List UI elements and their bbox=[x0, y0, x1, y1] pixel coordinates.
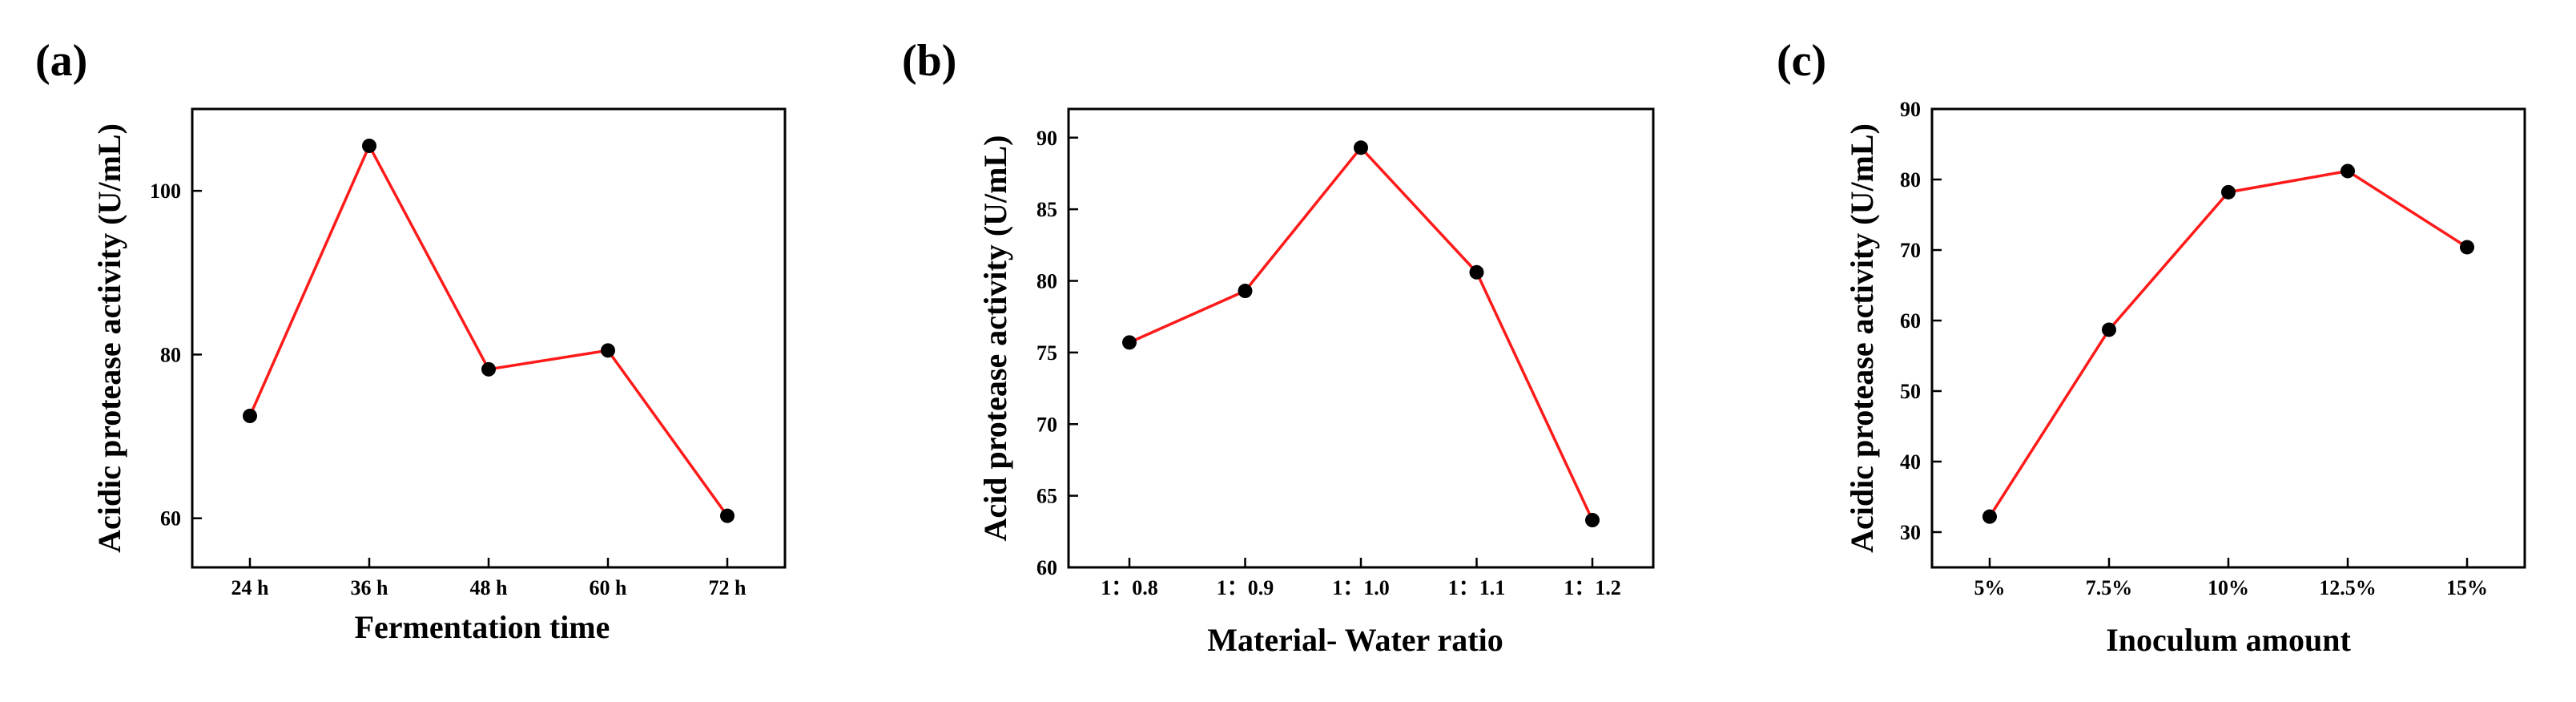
panel-a-xtick-label: 24 h bbox=[231, 576, 270, 599]
panel-a-yticks: 60 80 100 bbox=[150, 180, 202, 531]
panel-b-data-point bbox=[1469, 264, 1484, 280]
panel-c-ytick-label: 80 bbox=[1900, 168, 1921, 192]
panel-b-series-line bbox=[1129, 145, 1594, 521]
panel-c-data-point bbox=[2221, 184, 2236, 200]
panel-b-data-point bbox=[1354, 140, 1368, 155]
panel-c-data-point bbox=[2102, 322, 2116, 337]
panel-a-xtick-label: 36 h bbox=[351, 576, 389, 599]
panel-c-data-point bbox=[2341, 163, 2355, 179]
panel-b-ytick-label: 80 bbox=[1036, 270, 1057, 293]
panel-c-label: (c) bbox=[1777, 36, 1826, 86]
panel-a-data-point bbox=[601, 343, 615, 358]
panel-a-markers bbox=[243, 138, 735, 523]
panel-b-yticks: 60 65 70 75 80 85 90 bbox=[1036, 127, 1078, 579]
panel-c-frame bbox=[1930, 107, 2526, 569]
panel-c-ytick-label: 60 bbox=[1900, 309, 1921, 333]
panel-b-ytick-label: 90 bbox=[1036, 127, 1057, 150]
panel-a: (a) 60 80 100 24 h 36 h 48 h 60 h 72 h Ferment… bbox=[35, 36, 787, 645]
panel-a-xtick-label: 60 h bbox=[590, 576, 628, 599]
panel-c-y-axis-title: Acidic protease activity (U/mL) bbox=[1844, 123, 1880, 553]
panel-a-xticks: 24 h 36 h 48 h 60 h 72 h bbox=[231, 558, 747, 599]
panel-a-xtick-label: 48 h bbox=[470, 576, 509, 599]
panel-b-ytick-label: 85 bbox=[1036, 198, 1057, 221]
panel-b-xtick-label: 1：1.0 bbox=[1332, 576, 1390, 599]
panel-a-x-axis-title: Fermentation time bbox=[355, 609, 610, 645]
panel-b-data-point bbox=[1238, 284, 1253, 299]
panel-c-data-point bbox=[2460, 240, 2474, 255]
panel-c-ytick-label: 50 bbox=[1900, 380, 1921, 403]
panel-a-data-point bbox=[481, 361, 496, 377]
panel-c: (c) 30 40 50 60 70 80 90 5% 7.5% 10% 12.5% 15% Ino… bbox=[1777, 36, 2526, 658]
panel-c-xticks: 5% 7.5% 10% 12.5% 15% bbox=[1974, 558, 2488, 599]
panel-b-y-axis-title: Acid protease activity (U/mL) bbox=[977, 135, 1013, 542]
panel-a-series-line bbox=[248, 142, 729, 517]
panel-c-data-point bbox=[1982, 509, 1997, 524]
panel-c-xtick-label: 15% bbox=[2446, 576, 2488, 599]
panel-b-ytick-label: 65 bbox=[1036, 485, 1057, 508]
panel-b-data-point bbox=[1585, 513, 1600, 528]
panel-b-label: (b) bbox=[902, 36, 956, 86]
panel-a-data-point bbox=[362, 138, 376, 153]
panel-b-x-axis-title: Material- Water ratio bbox=[1207, 622, 1503, 658]
panel-c-xtick-label: 5% bbox=[1974, 576, 2006, 599]
panel-c-xtick-label: 12.5% bbox=[2319, 576, 2377, 599]
panel-a-data-point bbox=[720, 508, 735, 523]
panel-b-xticks: 1：0.8 1：0.9 1：1.0 1：1.1 1：1.2 bbox=[1101, 558, 1621, 599]
panel-c-ytick-label: 70 bbox=[1900, 239, 1921, 262]
panel-c-xtick-label: 7.5% bbox=[2086, 576, 2133, 599]
panel-c-markers bbox=[1982, 163, 2474, 524]
panel-a-frame bbox=[191, 107, 787, 569]
panel-a-y-axis-title: Acidic protease activity (U/mL) bbox=[91, 123, 127, 553]
panel-b-markers bbox=[1122, 140, 1600, 528]
panel-a-label: (a) bbox=[35, 36, 87, 86]
panel-b-ytick-label: 70 bbox=[1036, 413, 1057, 436]
panel-b-ytick-label: 60 bbox=[1036, 556, 1057, 579]
panel-c-ytick-label: 90 bbox=[1900, 98, 1921, 121]
panel-c-xtick-label: 10% bbox=[2208, 576, 2249, 599]
panel-a-ytick-label: 60 bbox=[160, 507, 181, 531]
panel-a-xtick-label: 72 h bbox=[709, 576, 747, 599]
panel-c-ytick-label: 40 bbox=[1900, 450, 1921, 474]
panel-b-frame bbox=[1067, 107, 1655, 569]
panel-b-xtick-label: 1：0.9 bbox=[1217, 576, 1274, 599]
panel-b-ytick-label: 75 bbox=[1036, 341, 1057, 365]
panel-c-x-axis-title: Inoculum amount bbox=[2106, 622, 2351, 658]
panel-b-xtick-label: 1：0.8 bbox=[1101, 576, 1158, 599]
panel-a-data-point bbox=[243, 409, 257, 424]
panel-c-yticks: 30 40 50 60 70 80 90 bbox=[1900, 98, 1942, 544]
panel-c-ytick-label: 30 bbox=[1900, 521, 1921, 544]
panel-b-data-point bbox=[1122, 335, 1137, 350]
panel-c-series-line bbox=[1988, 169, 2468, 518]
panel-b-xtick-label: 1：1.2 bbox=[1564, 576, 1621, 599]
panel-b-xtick-label: 1：1.1 bbox=[1448, 576, 1506, 599]
panel-a-ytick-label: 100 bbox=[150, 180, 181, 203]
panel-a-ytick-label: 80 bbox=[160, 343, 181, 366]
